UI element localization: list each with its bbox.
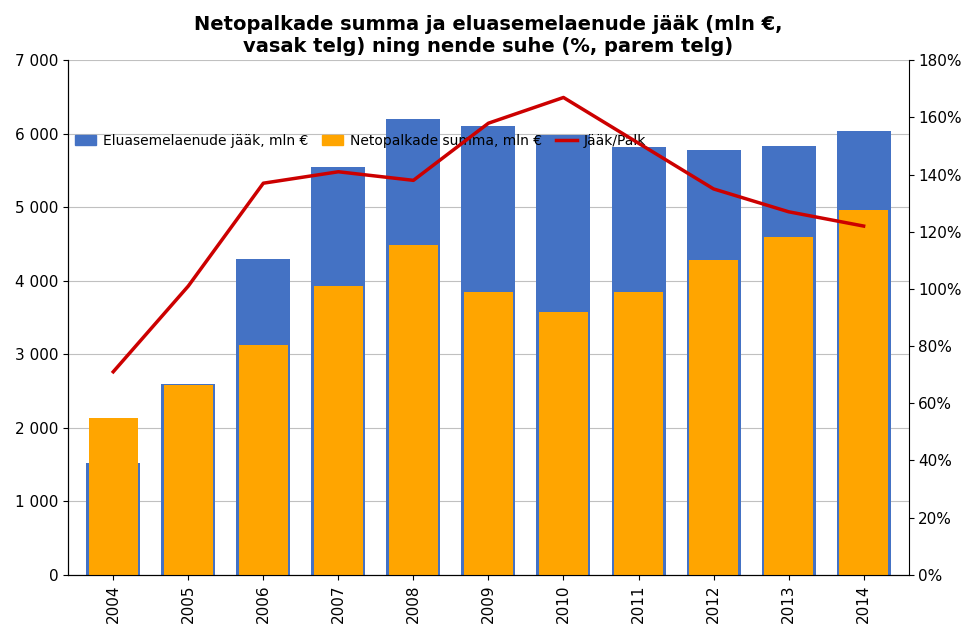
Bar	[764, 237, 813, 575]
Jääk/Palk	[258, 179, 270, 187]
Jääk/Palk	[407, 177, 419, 184]
Jääk/Palk	[332, 168, 344, 175]
Bar	[615, 292, 663, 575]
Bar	[389, 246, 438, 575]
Bar	[236, 259, 290, 575]
Bar	[239, 345, 287, 575]
Line: Jääk/Palk: Jääk/Palk	[113, 98, 864, 372]
Legend: Eluasemelaenude jääk, mln €, Netopalkade summa, mln €, Jääk/Palk: Eluasemelaenude jääk, mln €, Netopalkade…	[75, 134, 646, 148]
Jääk/Palk	[183, 282, 194, 290]
Bar	[687, 150, 741, 575]
Bar	[461, 126, 516, 575]
Jääk/Palk	[633, 139, 645, 147]
Title: Netopalkade summa ja eluasemelaenude jääk (mln €,
vasak telg) ning nende suhe (%: Netopalkade summa ja eluasemelaenude jää…	[194, 15, 783, 56]
Bar	[314, 286, 362, 575]
Bar	[536, 135, 590, 575]
Bar	[386, 119, 441, 575]
Bar	[89, 418, 138, 575]
Bar	[312, 167, 365, 575]
Jääk/Palk	[483, 119, 494, 127]
Bar	[612, 147, 665, 575]
Bar	[464, 292, 513, 575]
Bar	[689, 260, 738, 575]
Bar	[836, 131, 891, 575]
Bar	[86, 463, 141, 575]
Jääk/Palk	[707, 185, 719, 193]
Jääk/Palk	[783, 208, 794, 216]
Bar	[839, 210, 888, 575]
Bar	[164, 385, 213, 575]
Jääk/Palk	[107, 368, 119, 376]
Bar	[539, 311, 588, 575]
Jääk/Palk	[558, 94, 570, 101]
Jääk/Palk	[858, 222, 870, 230]
Bar	[762, 145, 816, 575]
Bar	[161, 383, 215, 575]
